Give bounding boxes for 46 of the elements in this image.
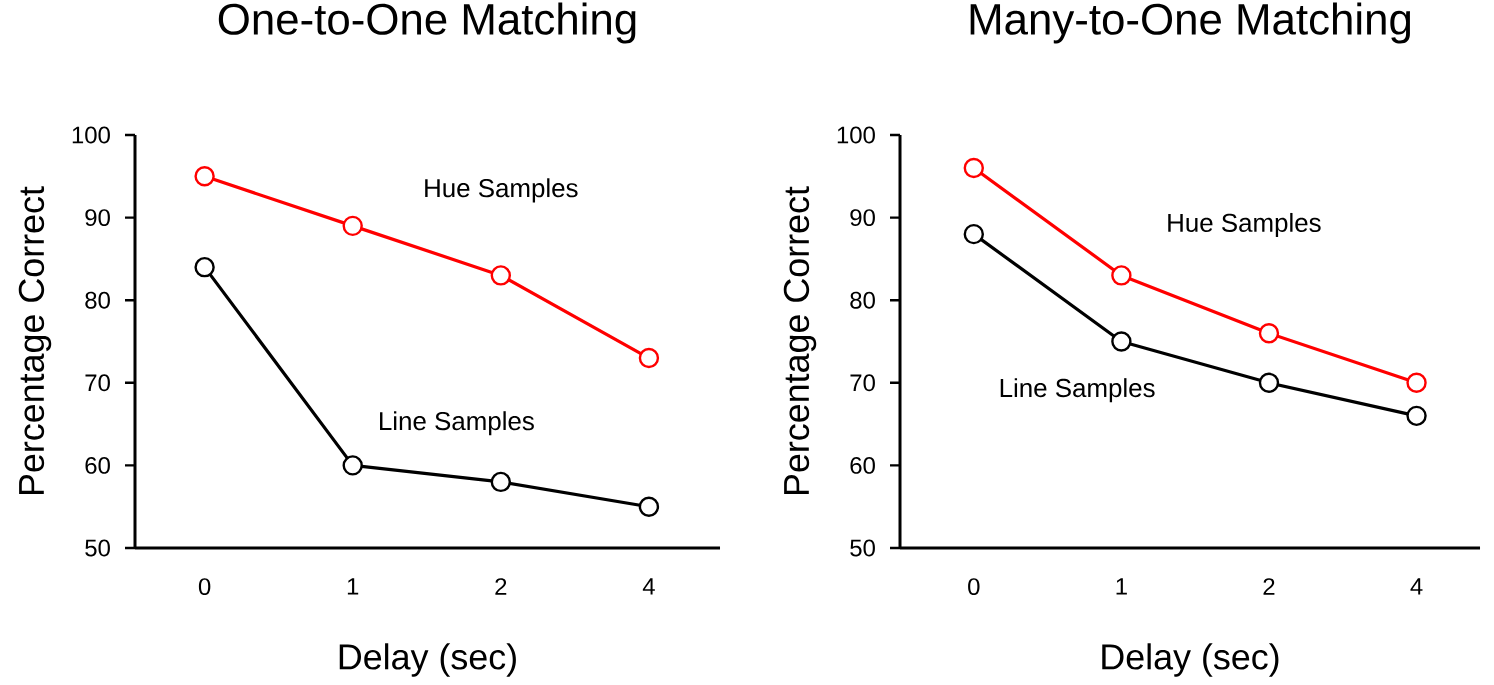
x-tick-label: 0: [198, 578, 211, 596]
chart-title: One-to-One Matching: [218, 2, 636, 44]
y-tick-label: 70: [85, 374, 110, 392]
y-tick-label: 60: [85, 456, 110, 474]
point: [194, 166, 215, 187]
x-tick-label: 2: [495, 578, 507, 595]
point: [1258, 323, 1280, 344]
x-tick-label: 1: [347, 578, 359, 595]
y-axis-title: Percentage Correct: [18, 186, 52, 495]
x-axis-title: Delay (sec): [1102, 643, 1279, 677]
x-tick-label: 2: [1263, 578, 1275, 595]
point: [194, 256, 215, 278]
point: [638, 496, 660, 517]
x-tick-label: 4: [642, 578, 655, 595]
x-tick-label: 4: [1410, 578, 1423, 595]
point: [963, 223, 984, 245]
y-tick-label: 100: [837, 126, 875, 144]
point: [638, 347, 660, 369]
point: [1406, 405, 1427, 427]
point: [342, 215, 363, 237]
chart-title: Many-to-One Matching: [970, 2, 1411, 44]
point: [1258, 372, 1280, 393]
x-tick-label: 0: [968, 578, 980, 596]
y-tick-label: 50: [850, 539, 875, 557]
point: [490, 471, 512, 493]
y-tick-label: 70: [850, 374, 875, 392]
point: [1111, 331, 1132, 352]
point: [963, 157, 984, 179]
y-tick-label: 50: [85, 539, 110, 557]
point: [342, 455, 363, 476]
y-tick-label: 90: [85, 209, 110, 227]
point: [490, 265, 512, 286]
x-tick-label: 1: [1116, 578, 1127, 595]
series-label: Hue Samples: [425, 178, 578, 203]
y-tick-label: 60: [850, 456, 875, 474]
y-tick-label: 80: [850, 291, 875, 309]
x-axis-title: Delay (sec): [339, 643, 516, 677]
series-label: Line Samples: [380, 411, 534, 436]
y-tick-label: 80: [85, 291, 110, 309]
series-label: Hue Samples: [1168, 212, 1321, 238]
y-tick-label: 100: [72, 126, 110, 144]
point: [1406, 372, 1427, 393]
point: [1111, 265, 1132, 286]
y-tick-label: 90: [850, 209, 875, 227]
series-label: Line Samples: [1000, 378, 1155, 403]
y-axis-title: Percentage Correct: [783, 186, 817, 495]
